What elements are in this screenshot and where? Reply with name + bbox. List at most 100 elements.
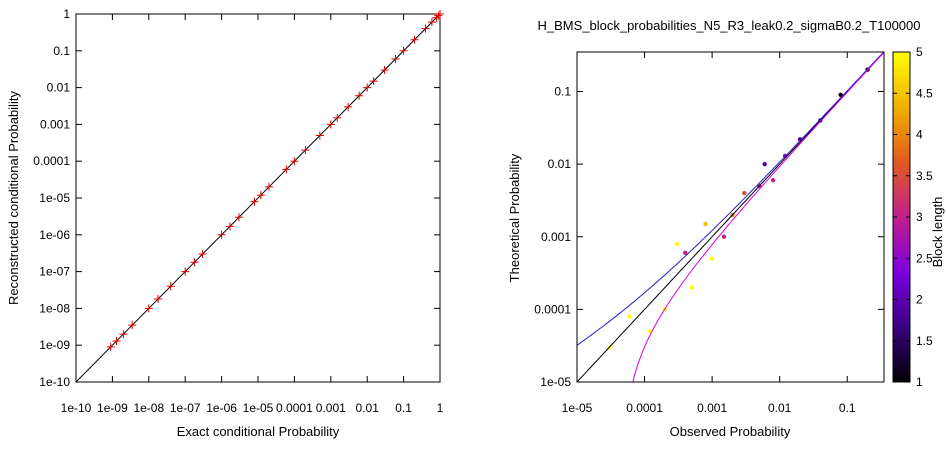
left-y-tick-label: 1e-10 — [39, 375, 70, 389]
right-x-tick-label: 0.01 — [768, 401, 792, 415]
left-data-point — [399, 46, 408, 55]
left-y-tick-label: 1e-09 — [39, 338, 70, 352]
left-x-axis-label: Exact conditional Probability — [177, 424, 340, 439]
left-data-point — [355, 91, 364, 100]
colorbar-tick-label: 3.5 — [916, 169, 933, 183]
left-data-point — [301, 146, 310, 155]
left-y-tick-label: 1e-07 — [39, 265, 70, 279]
right-data-point — [674, 241, 679, 246]
right-tick-marks — [576, 52, 884, 383]
colorbar-tick-label: 1 — [916, 375, 923, 389]
left-data-point — [326, 120, 335, 129]
right-plot-frame — [576, 51, 885, 383]
left-data-point — [427, 18, 436, 27]
left-x-tick-label: 1e-10 — [61, 401, 92, 415]
left-x-tick-label: 1e-06 — [206, 401, 237, 415]
upper-bound-curve — [577, 52, 884, 346]
left-data-point — [256, 191, 265, 200]
left-x-tick-labels: 1e-10 1e-09 1e-08 1e-07 1e-06 1e-05 0.0001 0.00… — [61, 401, 444, 415]
right-chart: H_BMS_block_probabilities_N5_R3_leak0.2_… — [507, 18, 945, 439]
left-x-tick-label: 1e-05 — [243, 401, 274, 415]
left-y-tick-label: 0.0001 — [33, 154, 70, 168]
left-y-tick-label: 1e-05 — [39, 191, 70, 205]
colorbar-tick-label: 4.5 — [916, 86, 933, 100]
colorbar-label: Block length — [930, 197, 945, 268]
colorbar-tick-label: 5 — [916, 45, 923, 59]
left-data-point — [380, 66, 389, 75]
right-y-tick-label: 1e-05 — [540, 375, 571, 389]
left-y-axis-label: Reconstructed conditional Probability — [6, 91, 21, 305]
left-data-point — [369, 77, 378, 86]
left-data-point — [410, 35, 419, 44]
right-data-point — [709, 256, 715, 261]
right-y-tick-label: 0.1 — [554, 85, 571, 99]
left-y-tick-label: 1e-06 — [39, 228, 70, 242]
left-data-point — [333, 113, 342, 122]
left-data-point — [181, 267, 190, 276]
left-x-tick-label: 0.0001 — [276, 401, 313, 415]
identity-line — [577, 52, 884, 382]
colorbar-tick-label: 2.5 — [916, 251, 933, 265]
right-data-point — [683, 250, 688, 256]
left-data-point — [225, 222, 234, 231]
left-chart: 1e-10 1e-09 1e-08 1e-07 1e-06 1e-05 0.0001 0.00… — [6, 7, 444, 439]
right-data-point — [770, 178, 776, 183]
right-data-point — [721, 234, 727, 239]
right-curves — [577, 52, 884, 382]
left-x-tick-label: 1e-08 — [133, 401, 164, 415]
right-y-axis-label: Theoretical Probability — [507, 153, 522, 282]
right-y-tick-labels: 1e-05 0.0001 0.001 0.01 0.1 — [534, 85, 571, 389]
colorbar-ticks: 1 1.5 2 2.5 3 3.5 4 4.5 5 — [893, 45, 933, 389]
right-y-tick-label: 0.0001 — [534, 302, 571, 316]
left-data-point — [217, 230, 226, 239]
right-x-axis-label: Observed Probability — [670, 424, 791, 439]
colorbar-tick-label: 4 — [916, 128, 923, 142]
right-data-point — [762, 161, 767, 167]
left-data-point — [264, 182, 273, 191]
left-data-point — [434, 11, 443, 20]
left-data-point — [198, 250, 207, 259]
right-chart-title: H_BMS_block_probabilities_N5_R3_leak0.2_… — [537, 18, 920, 33]
left-data-point — [250, 197, 259, 206]
left-data-point — [234, 213, 243, 222]
left-x-tick-label: 0.01 — [356, 401, 380, 415]
right-y-tick-label: 0.001 — [541, 230, 571, 244]
right-data-point — [797, 137, 803, 142]
left-y-tick-label: 1e-08 — [39, 301, 70, 315]
right-x-tick-label: 0.0001 — [626, 401, 663, 415]
left-data-point — [290, 157, 299, 166]
left-y-tick-label: 0.1 — [53, 44, 70, 58]
left-x-tick-label: 0.001 — [316, 401, 346, 415]
right-data-point — [742, 190, 747, 196]
left-data-point — [190, 258, 199, 267]
left-data-point — [166, 282, 175, 291]
left-data-point — [315, 131, 324, 140]
left-x-tick-label: 1e-07 — [170, 401, 201, 415]
left-y-tick-label: 0.01 — [47, 81, 71, 95]
left-y-tick-label: 1 — [63, 7, 70, 21]
left-data-point — [119, 330, 128, 339]
left-data-point — [112, 337, 121, 346]
colorbar-tick-label: 2 — [916, 293, 923, 307]
left-data-points — [106, 10, 444, 351]
lower-bound-curve — [632, 52, 884, 382]
left-data-point — [363, 83, 372, 92]
left-x-tick-label: 0.1 — [395, 401, 412, 415]
right-x-tick-labels: 1e-05 0.0001 0.001 0.01 0.1 — [562, 401, 856, 415]
right-data-point — [703, 221, 708, 227]
left-y-tick-label: 0.001 — [40, 117, 70, 131]
right-data-point — [689, 285, 694, 290]
right-x-tick-label: 0.1 — [839, 401, 856, 415]
left-reference-line — [75, 13, 441, 383]
left-data-point — [128, 321, 137, 330]
left-data-point — [421, 24, 430, 33]
left-data-point — [344, 102, 353, 111]
colorbar-tick-label: 3 — [916, 210, 923, 224]
colorbar-tick-label: 1.5 — [916, 334, 933, 348]
left-data-point — [144, 304, 153, 313]
left-data-point — [391, 54, 400, 63]
left-data-point — [436, 10, 444, 18]
left-data-point — [432, 13, 441, 22]
